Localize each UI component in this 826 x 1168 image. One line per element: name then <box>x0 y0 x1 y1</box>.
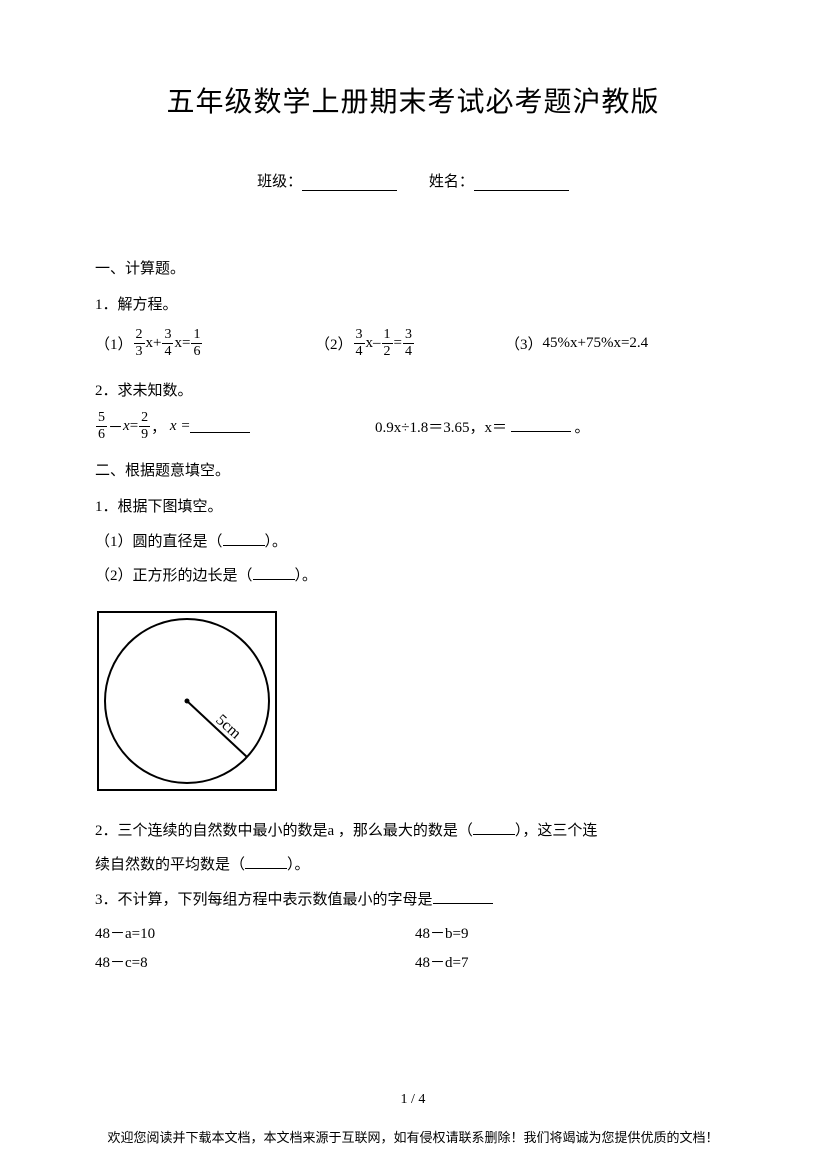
section-2-header: 二、根据题意填空。 <box>95 458 731 485</box>
period: 。 <box>574 420 589 436</box>
frac-d: 4 <box>403 343 414 359</box>
frac-n: 3 <box>403 328 414 343</box>
class-label: 班级： <box>257 174 302 190</box>
s2-q1-sub2: （2）正方形的边长是（ ）。 <box>95 562 731 591</box>
eq-d: 48－d=7 <box>415 949 468 978</box>
frac-d: 2 <box>382 343 393 359</box>
answer-blank <box>511 420 571 432</box>
page-number: 1 / 4 <box>0 1092 826 1108</box>
q1-label: 1．解方程。 <box>95 291 731 320</box>
eq-a: 48－a=10 <box>95 920 415 949</box>
frac-d: 9 <box>139 426 150 442</box>
frac-n: 2 <box>139 411 150 426</box>
name-label: 姓名： <box>429 174 474 190</box>
txt: x– <box>366 335 381 352</box>
txt: ）。 <box>287 857 310 873</box>
q2-label: 2．求未知数。 <box>95 377 731 406</box>
txt: x= <box>174 335 190 352</box>
equation-row-1: （1） 23 x+ 34 x= 16 （2） 34 x– 12 = 34 （3）… <box>95 328 731 359</box>
s2-q2: 2．三个连续的自然数中最小的数是a ，那么最大的数是（ ），这三个连 <box>95 817 731 846</box>
answer-blank <box>253 568 295 580</box>
txt: （1）圆的直径是（ <box>95 534 223 550</box>
txt: 2．三个连续的自然数中最小的数是a ，那么最大的数是（ <box>95 823 473 839</box>
s2-q1-label: 1．根据下图填空。 <box>95 493 731 522</box>
answer-blank <box>245 857 287 869</box>
txt: ），这三个连 <box>515 823 598 839</box>
frac-d: 4 <box>162 343 173 359</box>
frac-n: 5 <box>96 411 107 426</box>
class-blank <box>302 177 397 191</box>
frac-n: 1 <box>382 328 393 343</box>
txt: = <box>394 335 402 352</box>
txt: 3．不计算，下列每组方程中表示数值最小的字母是 <box>95 892 433 908</box>
figure-svg: 5cm <box>95 609 280 794</box>
eq-row-ab: 48－a=10 48－b=9 <box>95 920 731 949</box>
txt: ）。 <box>265 534 288 550</box>
s2-q2-line2: 续自然数的平均数是（ ）。 <box>95 851 731 880</box>
eq-c: 48－c=8 <box>95 949 415 978</box>
name-blank <box>474 177 569 191</box>
s2-q1-sub1: （1）圆的直径是（ ）。 <box>95 528 731 557</box>
eq3-num: （3） <box>505 333 543 354</box>
frac-d: 6 <box>191 343 202 359</box>
frac-d: 4 <box>354 343 365 359</box>
eq-row-cd: 48－c=8 48－d=7 <box>95 949 731 978</box>
s2-q3: 3．不计算，下列每组方程中表示数值最小的字母是 <box>95 886 731 915</box>
frac-d: 6 <box>96 426 107 442</box>
txt: ）。 <box>295 568 318 584</box>
answer-blank <box>473 823 515 835</box>
q2-eq2: 0.9x÷1.8＝3.65，x＝ 。 <box>375 416 590 437</box>
var-x: x <box>123 418 130 435</box>
frac-n: 3 <box>162 328 173 343</box>
eq-1-1: （1） 23 x+ 34 x= 16 <box>95 328 315 359</box>
txt: ， <box>151 416 166 437</box>
radius-label: 5cm <box>212 711 244 742</box>
eq-1-3: （3） 45%x+75%x=2.4 <box>505 333 648 354</box>
answer-blank <box>190 421 250 433</box>
eq2-num: （2） <box>315 333 353 354</box>
circle-in-square-figure: 5cm <box>95 609 731 799</box>
txt: （2）正方形的边长是（ <box>95 568 253 584</box>
eq1-num: （1） <box>95 333 133 354</box>
txt: － <box>108 416 123 437</box>
txt: = <box>130 418 138 435</box>
eq3-text: 45%x+75%x=2.4 <box>543 335 649 352</box>
frac-n: 1 <box>191 328 202 343</box>
frac-n: 3 <box>354 328 365 343</box>
txt: x+ <box>146 335 162 352</box>
page-title: 五年级数学上册期末考试必考题沪教版 <box>95 80 731 120</box>
frac-d: 3 <box>134 343 145 359</box>
q2-eq1: 56 － x = 29 ， x = <box>95 411 375 442</box>
frac-n: 2 <box>134 328 145 343</box>
txt: 续自然数的平均数是（ <box>95 857 245 873</box>
section-1-header: 一、计算题。 <box>95 256 731 283</box>
student-info: 班级： 姓名： <box>95 170 731 191</box>
eq-b: 48－b=9 <box>415 920 468 949</box>
q2-equations: 56 － x = 29 ， x = 0.9x÷1.8＝3.65，x＝ 。 <box>95 411 731 442</box>
answer-blank <box>433 892 493 904</box>
eq-1-2: （2） 34 x– 12 = 34 <box>315 328 505 359</box>
eq2-text: 0.9x÷1.8＝3.65，x＝ <box>375 420 507 436</box>
var-xeq: x = <box>170 418 191 435</box>
answer-blank <box>223 534 265 546</box>
footer-text: 欢迎您阅读并下载本文档，本文档来源于互联网，如有侵权请联系删除！我们将竭诚为您提… <box>0 1127 826 1146</box>
